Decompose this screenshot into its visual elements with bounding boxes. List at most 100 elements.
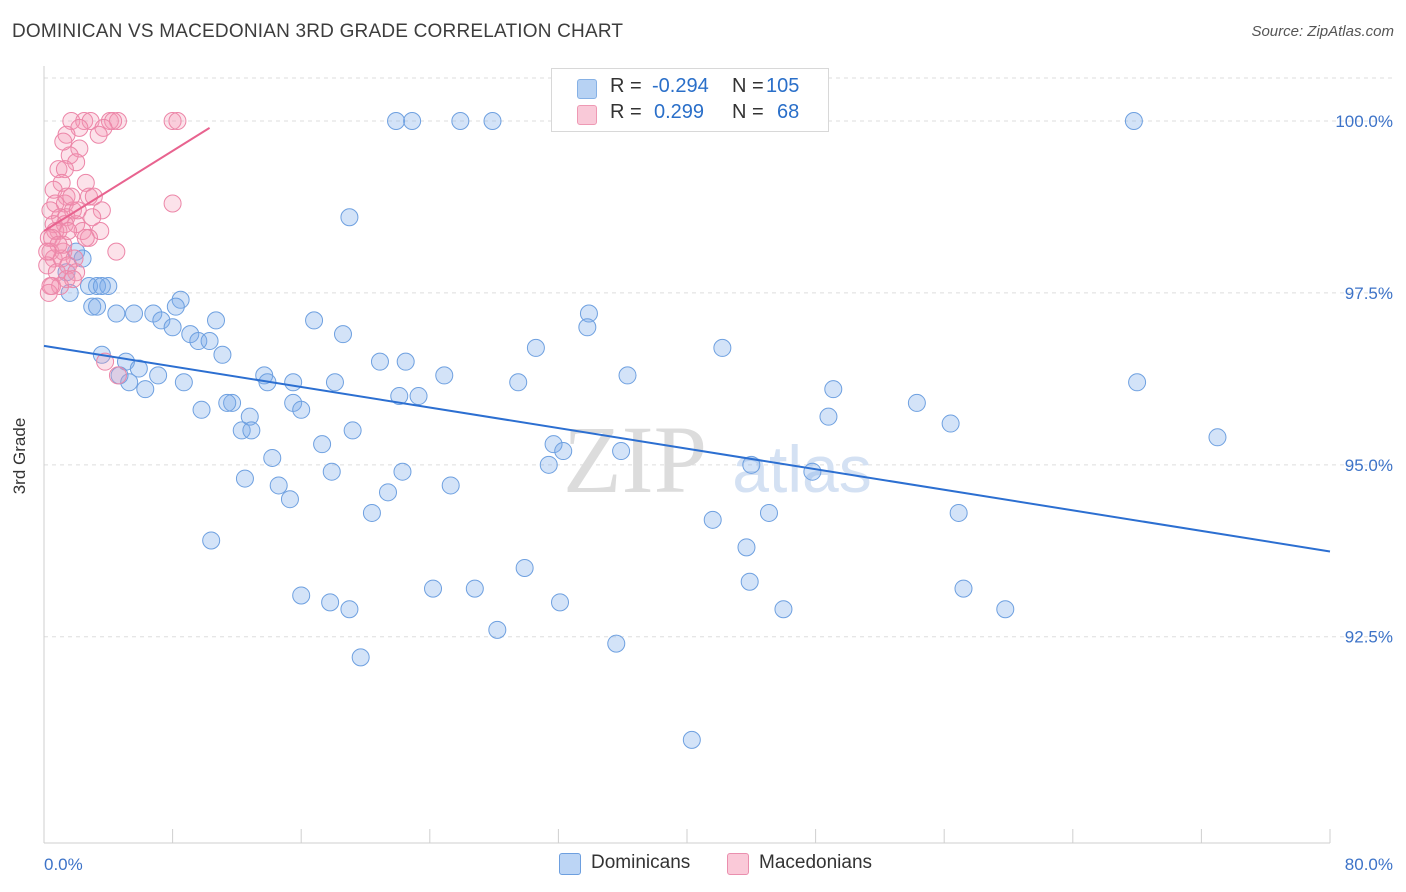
dominican-point <box>88 297 107 316</box>
macedonian-point <box>39 283 58 302</box>
dominicans-legend-swatch <box>559 853 581 875</box>
n-value: 105 <box>766 75 800 97</box>
dominican-point <box>409 387 428 406</box>
dominican-point <box>223 393 242 412</box>
stats-row-macedonians: R = 0.299 N = 68 <box>552 101 828 127</box>
n-value: 68 <box>777 101 800 123</box>
legend-label: Dominicans <box>591 852 691 873</box>
dominican-point <box>1124 112 1143 131</box>
r-value: 0.299 <box>654 101 705 123</box>
dominican-point <box>174 373 193 392</box>
dominican-point <box>393 462 412 481</box>
macedonian-point <box>89 125 108 144</box>
dominican-point <box>396 352 415 371</box>
macedonian-point <box>59 222 78 241</box>
dominican-point <box>551 593 570 612</box>
macedonian-point <box>76 228 95 247</box>
dominican-point <box>340 600 359 619</box>
macedonian-point <box>108 366 127 385</box>
dominican-point <box>612 442 631 461</box>
dominican-point <box>322 462 341 481</box>
n-label: N = <box>732 75 764 97</box>
macedonian-point <box>83 208 102 227</box>
watermark-zip: ZIP <box>563 406 707 513</box>
dominican-point <box>125 304 144 323</box>
dominican-point <box>713 338 732 357</box>
dominican-point <box>263 448 282 467</box>
dominican-point <box>284 373 303 392</box>
dominican-point <box>483 112 502 131</box>
dominican-point <box>774 600 793 619</box>
dominican-point <box>441 476 460 495</box>
r-label: R = <box>610 101 642 123</box>
correlation-stats-box: R = -0.294 N = 105 R = 0.299 N = 68 <box>551 68 829 132</box>
data-points <box>38 112 1227 749</box>
r-value: -0.294 <box>652 75 709 97</box>
r-label: R = <box>610 75 642 97</box>
macedonian-point <box>54 132 73 151</box>
macedonian-point <box>92 201 111 220</box>
dominican-point <box>200 332 219 351</box>
dominican-point <box>515 558 534 577</box>
macedonian-point <box>163 112 182 131</box>
macedonian-point <box>163 194 182 213</box>
macedonian-point <box>168 112 187 131</box>
y-tick-label: 97.5% <box>1345 284 1393 303</box>
y-tick-label: 92.5% <box>1345 628 1393 647</box>
dominican-point <box>333 325 352 344</box>
dominican-point <box>202 531 221 550</box>
dominican-point <box>618 366 637 385</box>
dominican-point <box>232 421 251 440</box>
dominican-point <box>269 476 288 495</box>
dominican-point <box>539 455 558 474</box>
dominican-point <box>435 366 454 385</box>
chart-source: Source: ZipAtlas.com <box>1251 23 1394 40</box>
dominicans-swatch <box>577 79 597 99</box>
dominican-point <box>242 421 261 440</box>
dominican-point <box>703 510 722 529</box>
macedonian-point <box>38 256 57 275</box>
macedonian-point <box>84 187 103 206</box>
dominican-point <box>737 538 756 557</box>
dominican-point <box>120 373 139 392</box>
dominican-point <box>325 373 344 392</box>
trend-lines <box>43 127 1331 553</box>
dominican-point <box>305 311 324 330</box>
dominican-point <box>387 112 406 131</box>
dominican-point <box>941 414 960 433</box>
stats-row-dominicans: R = -0.294 N = 105 <box>552 75 828 101</box>
dominican-point <box>107 304 126 323</box>
macedonian-point <box>96 352 115 371</box>
dominican-point <box>207 311 226 330</box>
macedonian-trend-line <box>43 127 211 232</box>
dominican-point <box>803 462 822 481</box>
dominican-point <box>544 435 563 454</box>
dominican-point <box>166 297 185 316</box>
dominican-point <box>136 380 155 399</box>
dominican-point <box>362 503 381 522</box>
macedonian-point <box>38 242 57 261</box>
dominican-point <box>192 400 211 419</box>
dominican-point <box>465 579 484 598</box>
macedonian-point <box>51 277 70 296</box>
chart-legend: Dominicans Macedonians <box>0 852 1406 876</box>
dominican-point <box>1128 373 1147 392</box>
dominican-point <box>60 283 79 302</box>
dominican-point <box>313 435 332 454</box>
dominican-point <box>351 648 370 667</box>
n-label: N = <box>732 101 764 123</box>
dominican-point <box>526 338 545 357</box>
macedonian-point <box>43 228 62 247</box>
dominican-point <box>343 421 362 440</box>
dominican-point <box>152 311 171 330</box>
macedonian-point <box>76 173 95 192</box>
dominican-point <box>579 304 598 323</box>
macedonians-swatch <box>577 105 597 125</box>
dominican-point <box>759 503 778 522</box>
macedonian-point <box>67 153 86 172</box>
dominican-point <box>740 572 759 591</box>
macedonian-point <box>55 160 74 179</box>
macedonian-point <box>107 242 126 261</box>
dominican-point <box>379 483 398 502</box>
